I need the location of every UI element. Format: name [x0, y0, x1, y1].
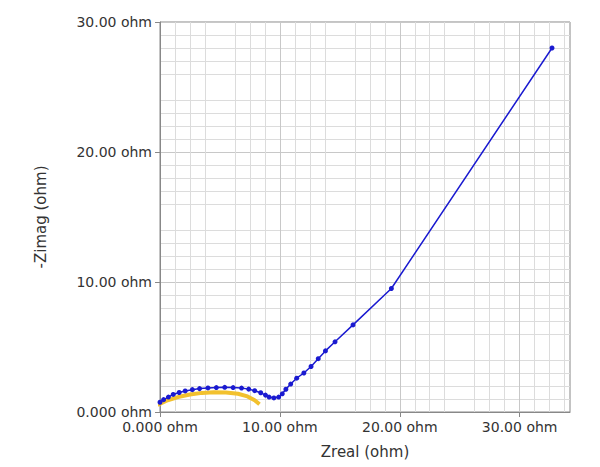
- svg-text:Zreal (ohm): Zreal (ohm): [321, 443, 409, 461]
- svg-text:20.00 ohm: 20.00 ohm: [362, 419, 438, 435]
- svg-text:30.00 ohm: 30.00 ohm: [482, 419, 558, 435]
- svg-text:10.00 ohm: 10.00 ohm: [76, 274, 152, 290]
- svg-text:30.00 ohm: 30.00 ohm: [76, 14, 152, 30]
- svg-text:0.000 ohm: 0.000 ohm: [76, 404, 152, 420]
- svg-text:0.000 ohm: 0.000 ohm: [122, 419, 198, 435]
- svg-text:20.00 ohm: 20.00 ohm: [76, 144, 152, 160]
- svg-text:10.00 ohm: 10.00 ohm: [242, 419, 318, 435]
- svg-text:-Zimag (ohm): -Zimag (ohm): [32, 166, 50, 269]
